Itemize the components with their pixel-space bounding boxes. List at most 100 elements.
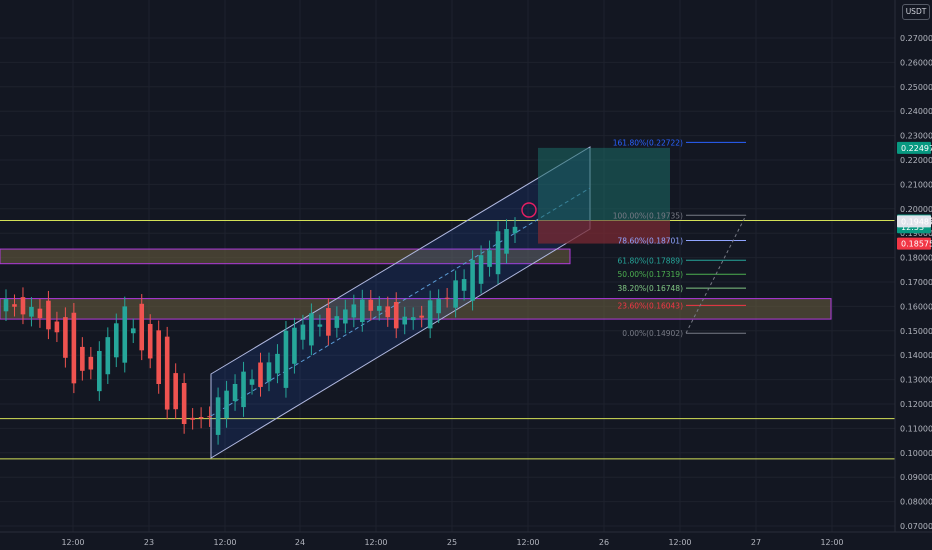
candle-body xyxy=(80,346,85,371)
candle-body xyxy=(215,397,221,435)
long-position-tool[interactable] xyxy=(521,147,670,244)
candle-body xyxy=(224,390,229,418)
time-tick-label: 12:00 xyxy=(516,538,539,547)
candle-body xyxy=(12,304,17,307)
fib-level-label: 78.60%(0.18701) xyxy=(618,236,684,245)
price-tick-label: 0.26000 xyxy=(900,58,932,67)
candle-body xyxy=(334,316,340,328)
candle-body xyxy=(495,231,501,275)
candle-body xyxy=(181,383,187,425)
time-axis-panel[interactable] xyxy=(0,532,932,550)
candle-body xyxy=(487,250,492,267)
candle-body xyxy=(88,356,94,370)
candle-body xyxy=(351,304,357,318)
horizontal-levels[interactable] xyxy=(0,219,895,460)
time-tick-label: 12:00 xyxy=(213,538,236,547)
candle-body xyxy=(97,350,102,392)
candle-body xyxy=(410,317,416,321)
fib-extension[interactable]: 161.80%(0.22722) 100.00%(0.19735) 78.60%(0… xyxy=(613,138,747,338)
candle-body xyxy=(207,416,212,418)
currency-unit-label[interactable]: USDT xyxy=(902,4,930,20)
candle-body xyxy=(283,330,289,388)
time-tick-label: 25 xyxy=(447,538,457,547)
candle-body xyxy=(419,315,424,318)
candle-body xyxy=(20,297,26,315)
take-profit-area xyxy=(538,147,670,221)
candle-body xyxy=(113,323,119,358)
price-badge xyxy=(897,237,931,250)
price-tick-label: 0.16000 xyxy=(900,302,932,311)
fib-level-label: 61.80%(0.17889) xyxy=(618,256,684,265)
price-tick-label: 0.21000 xyxy=(900,180,932,189)
candle-body xyxy=(453,280,458,308)
candle-body xyxy=(326,308,331,336)
candle-body xyxy=(275,353,280,374)
fib-level-label: 0.00%(0.14902) xyxy=(622,329,683,338)
time-tick-label: 12:00 xyxy=(668,538,691,547)
stop-loss-area xyxy=(538,220,670,244)
price-tick-label: 0.09000 xyxy=(900,473,932,482)
candle-body xyxy=(190,417,195,420)
candle-body xyxy=(300,324,306,340)
candle-body xyxy=(71,312,77,384)
price-tick-label: 0.15000 xyxy=(900,327,932,336)
candle-body xyxy=(266,362,272,382)
fib-level-label: 38.20%(0.16748) xyxy=(618,284,684,293)
support-resistance-zones[interactable] xyxy=(0,248,832,320)
candle-body xyxy=(249,379,255,385)
price-tick-label: 0.11000 xyxy=(900,424,932,433)
candle-body xyxy=(393,302,399,329)
candle-body xyxy=(309,313,314,346)
candle-body xyxy=(46,300,51,330)
candle-body xyxy=(37,308,43,319)
channel-midline xyxy=(210,187,591,417)
price-badge xyxy=(897,141,931,154)
price-tick-label: 0.18000 xyxy=(900,254,932,263)
candle-body xyxy=(461,279,467,291)
price-axis-panel[interactable] xyxy=(895,0,932,532)
time-tick-label: 23 xyxy=(144,538,154,547)
fib-level-label: 50.00%(0.17319) xyxy=(618,270,684,279)
price-tick-label: 0.24000 xyxy=(900,107,932,116)
price-tick-label: 0.08000 xyxy=(900,498,932,507)
price-tick-label: 0.27000 xyxy=(900,34,932,43)
candlestick-series xyxy=(3,217,518,445)
candle-body xyxy=(173,373,178,410)
candle-body xyxy=(292,327,297,364)
price-tick-label: 0.20000 xyxy=(900,205,932,214)
candle-body xyxy=(29,306,34,317)
candle-body xyxy=(122,306,128,363)
fib-trend-line xyxy=(685,215,747,334)
fib-level-label: 100.00%(0.19735) xyxy=(613,211,683,220)
price-tick-label: 0.07000 xyxy=(900,522,932,531)
candle-body xyxy=(54,321,60,333)
candle-body xyxy=(402,316,408,325)
candle-body xyxy=(241,371,246,408)
price-tick-label: 0.10000 xyxy=(900,449,932,458)
candle-body xyxy=(232,383,238,402)
candle-body xyxy=(385,306,391,318)
price-tick-label: 0.12000 xyxy=(900,400,932,409)
candle-body xyxy=(3,299,9,312)
price-axis-ticks: 0.27000 0.26000 0.25000 0.24000 0.23000 0.220… xyxy=(900,34,932,531)
price-tick-label: 0.23000 xyxy=(900,132,932,141)
fib-level-label: 23.60%(0.16043) xyxy=(618,301,684,310)
price-badge-label: 12:53 xyxy=(901,223,924,232)
price-tick-label: 0.17000 xyxy=(900,278,932,287)
resistance-zone xyxy=(0,248,571,265)
price-tick-label: 0.14000 xyxy=(900,351,932,360)
candle-body xyxy=(470,260,475,301)
price-badge-label: 0.22497 xyxy=(901,144,932,153)
candle-body xyxy=(105,337,111,375)
candle-body xyxy=(63,317,68,358)
candle-body xyxy=(164,336,170,410)
candle-body xyxy=(478,255,484,284)
price-tick-label: 0.19000 xyxy=(900,229,932,238)
candle-body xyxy=(512,226,518,234)
time-axis-ticks: 12:00 23 12:00 24 12:00 25 12:00 26 12:00 27 12:00 xyxy=(61,538,843,547)
price-tick-label: 0.13000 xyxy=(900,376,932,385)
